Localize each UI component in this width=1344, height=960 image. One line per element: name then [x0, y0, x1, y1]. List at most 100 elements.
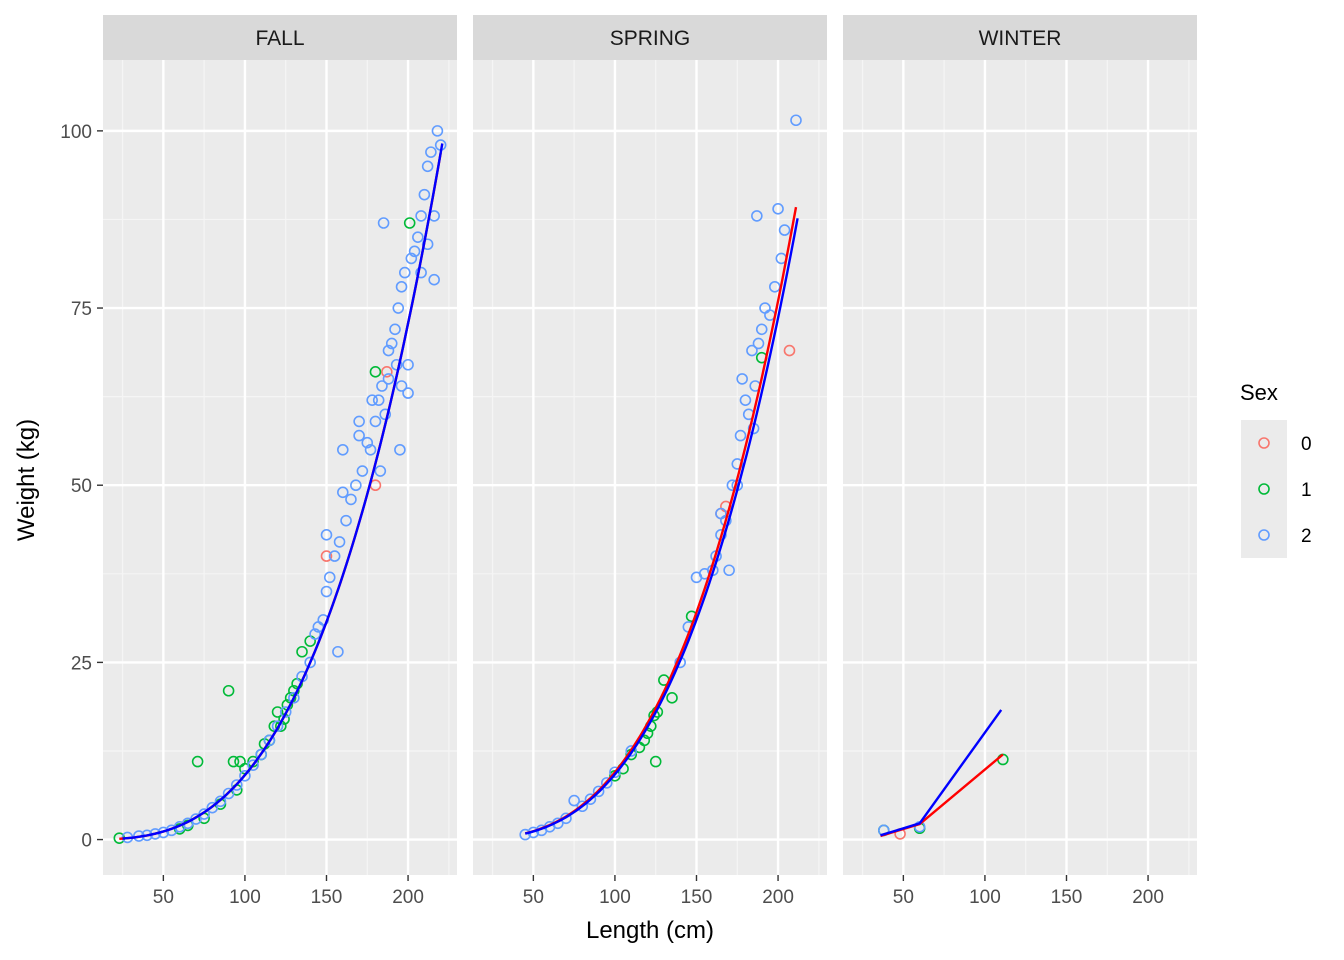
x-tick-label: 150	[681, 887, 713, 908]
point-sex-2	[431, 125, 444, 137]
x-tick-label: 150	[311, 887, 343, 908]
data-points	[877, 709, 1009, 840]
point-sex-2	[328, 550, 341, 562]
facet-strip-label: SPRING	[610, 27, 691, 50]
point-sex-2	[723, 564, 735, 577]
point-sex-2	[374, 465, 387, 477]
point-sex-2	[353, 429, 365, 442]
facet-panels: FALL 50 100 150 200 SPRING 50 100 150 200 WINTER 50…	[103, 15, 1197, 908]
point-sex-2	[568, 794, 580, 807]
legend-key-2	[1258, 529, 1270, 541]
point-sex-1	[649, 755, 662, 768]
point-sex-2	[230, 779, 243, 791]
point-sex-1	[403, 217, 416, 229]
legend-label-1: 1	[1301, 480, 1312, 501]
x-tick-label: 50	[523, 887, 544, 908]
point-sex-2	[778, 224, 791, 236]
point-sex-2	[772, 203, 784, 215]
point-sex-2	[361, 436, 374, 449]
point-sex-1	[666, 692, 678, 704]
point-sex-2	[263, 734, 276, 747]
point-sex-2	[255, 748, 268, 761]
point-sex-2	[385, 337, 398, 350]
point-sex-2	[379, 408, 392, 421]
point-sex-2	[790, 114, 802, 127]
x-tick-label: 200	[762, 887, 794, 908]
point-sex-2	[428, 273, 440, 286]
point-sex-2	[279, 706, 292, 718]
point-sex-2	[408, 245, 421, 258]
point-sex-2	[247, 759, 259, 771]
point-sex-2	[377, 217, 390, 229]
point-sex-0	[320, 550, 333, 562]
fit-line-blue	[880, 709, 1003, 837]
point-sex-1	[271, 706, 284, 718]
point-sex-2	[320, 529, 333, 541]
point-sex-2	[421, 160, 434, 173]
point-sex-2	[584, 793, 597, 805]
point-sex-2	[736, 373, 748, 385]
facet-strip-label: WINTER	[979, 27, 1062, 50]
x-axis-title: Length (cm)	[586, 917, 714, 944]
point-sex-2	[198, 808, 210, 820]
point-sex-2	[576, 800, 589, 813]
y-tick-label: 75	[71, 299, 92, 320]
point-sex-2	[739, 394, 752, 406]
point-sex-2	[337, 443, 349, 456]
y-tick-label: 0	[81, 831, 92, 852]
point-sex-1	[227, 755, 240, 768]
point-sex-2	[222, 787, 235, 800]
point-sex-2	[752, 337, 765, 350]
point-sex-2	[415, 210, 427, 222]
point-sex-2	[345, 493, 357, 506]
point-sex-2	[372, 394, 385, 406]
point-sex-2	[214, 795, 227, 808]
point-sex-2	[353, 415, 365, 428]
point-sex-2	[364, 443, 377, 456]
point-sex-2	[402, 387, 414, 399]
panel-background	[473, 60, 827, 875]
facet-strip-label: FALL	[255, 27, 304, 50]
x-tick-label: 200	[392, 887, 424, 908]
point-sex-2	[412, 231, 424, 243]
point-sex-2	[390, 358, 403, 371]
x-tick-label: 50	[153, 887, 174, 908]
point-sex-2	[519, 828, 532, 841]
legend-label-2: 2	[1301, 526, 1312, 547]
point-sex-2	[271, 720, 284, 732]
facet-strip	[473, 15, 827, 60]
point-sex-2	[418, 188, 431, 201]
facet-strip	[843, 15, 1197, 60]
point-sex-2	[288, 692, 300, 704]
legend-title: Sex	[1240, 380, 1278, 405]
point-sex-2	[425, 146, 437, 158]
fit-line-blue	[524, 218, 799, 835]
point-sex-2	[369, 415, 382, 428]
y-tick-label: 25	[71, 653, 92, 674]
x-tick-label: 100	[969, 887, 1001, 908]
facet-strip	[103, 15, 457, 60]
x-tick-label: 200	[1132, 887, 1164, 908]
x-tick-label: 100	[599, 887, 631, 908]
panel-winter: WINTER 50 100 150 200	[843, 15, 1197, 908]
point-sex-2	[625, 745, 638, 757]
point-sex-2	[592, 785, 605, 798]
point-sex-2	[323, 571, 336, 584]
point-sex-2	[751, 210, 763, 222]
point-sex-2	[405, 252, 418, 265]
point-sex-2	[394, 443, 406, 456]
point-sex-2	[304, 656, 316, 669]
point-sex-2	[333, 536, 346, 548]
point-sex-2	[332, 645, 344, 658]
point-sex-2	[382, 373, 395, 385]
point-sex-2	[356, 465, 369, 477]
y-tick-label: 100	[60, 122, 92, 143]
point-sex-2	[366, 394, 378, 406]
point-sex-2	[382, 344, 395, 357]
point-sex-2	[715, 507, 727, 520]
point-sex-2	[376, 380, 388, 392]
y-axis-title: Weight (kg)	[13, 419, 40, 541]
point-sex-2	[415, 266, 427, 279]
panel-fall: FALL 50 100 150 200	[103, 15, 457, 908]
data-points	[113, 125, 447, 844]
